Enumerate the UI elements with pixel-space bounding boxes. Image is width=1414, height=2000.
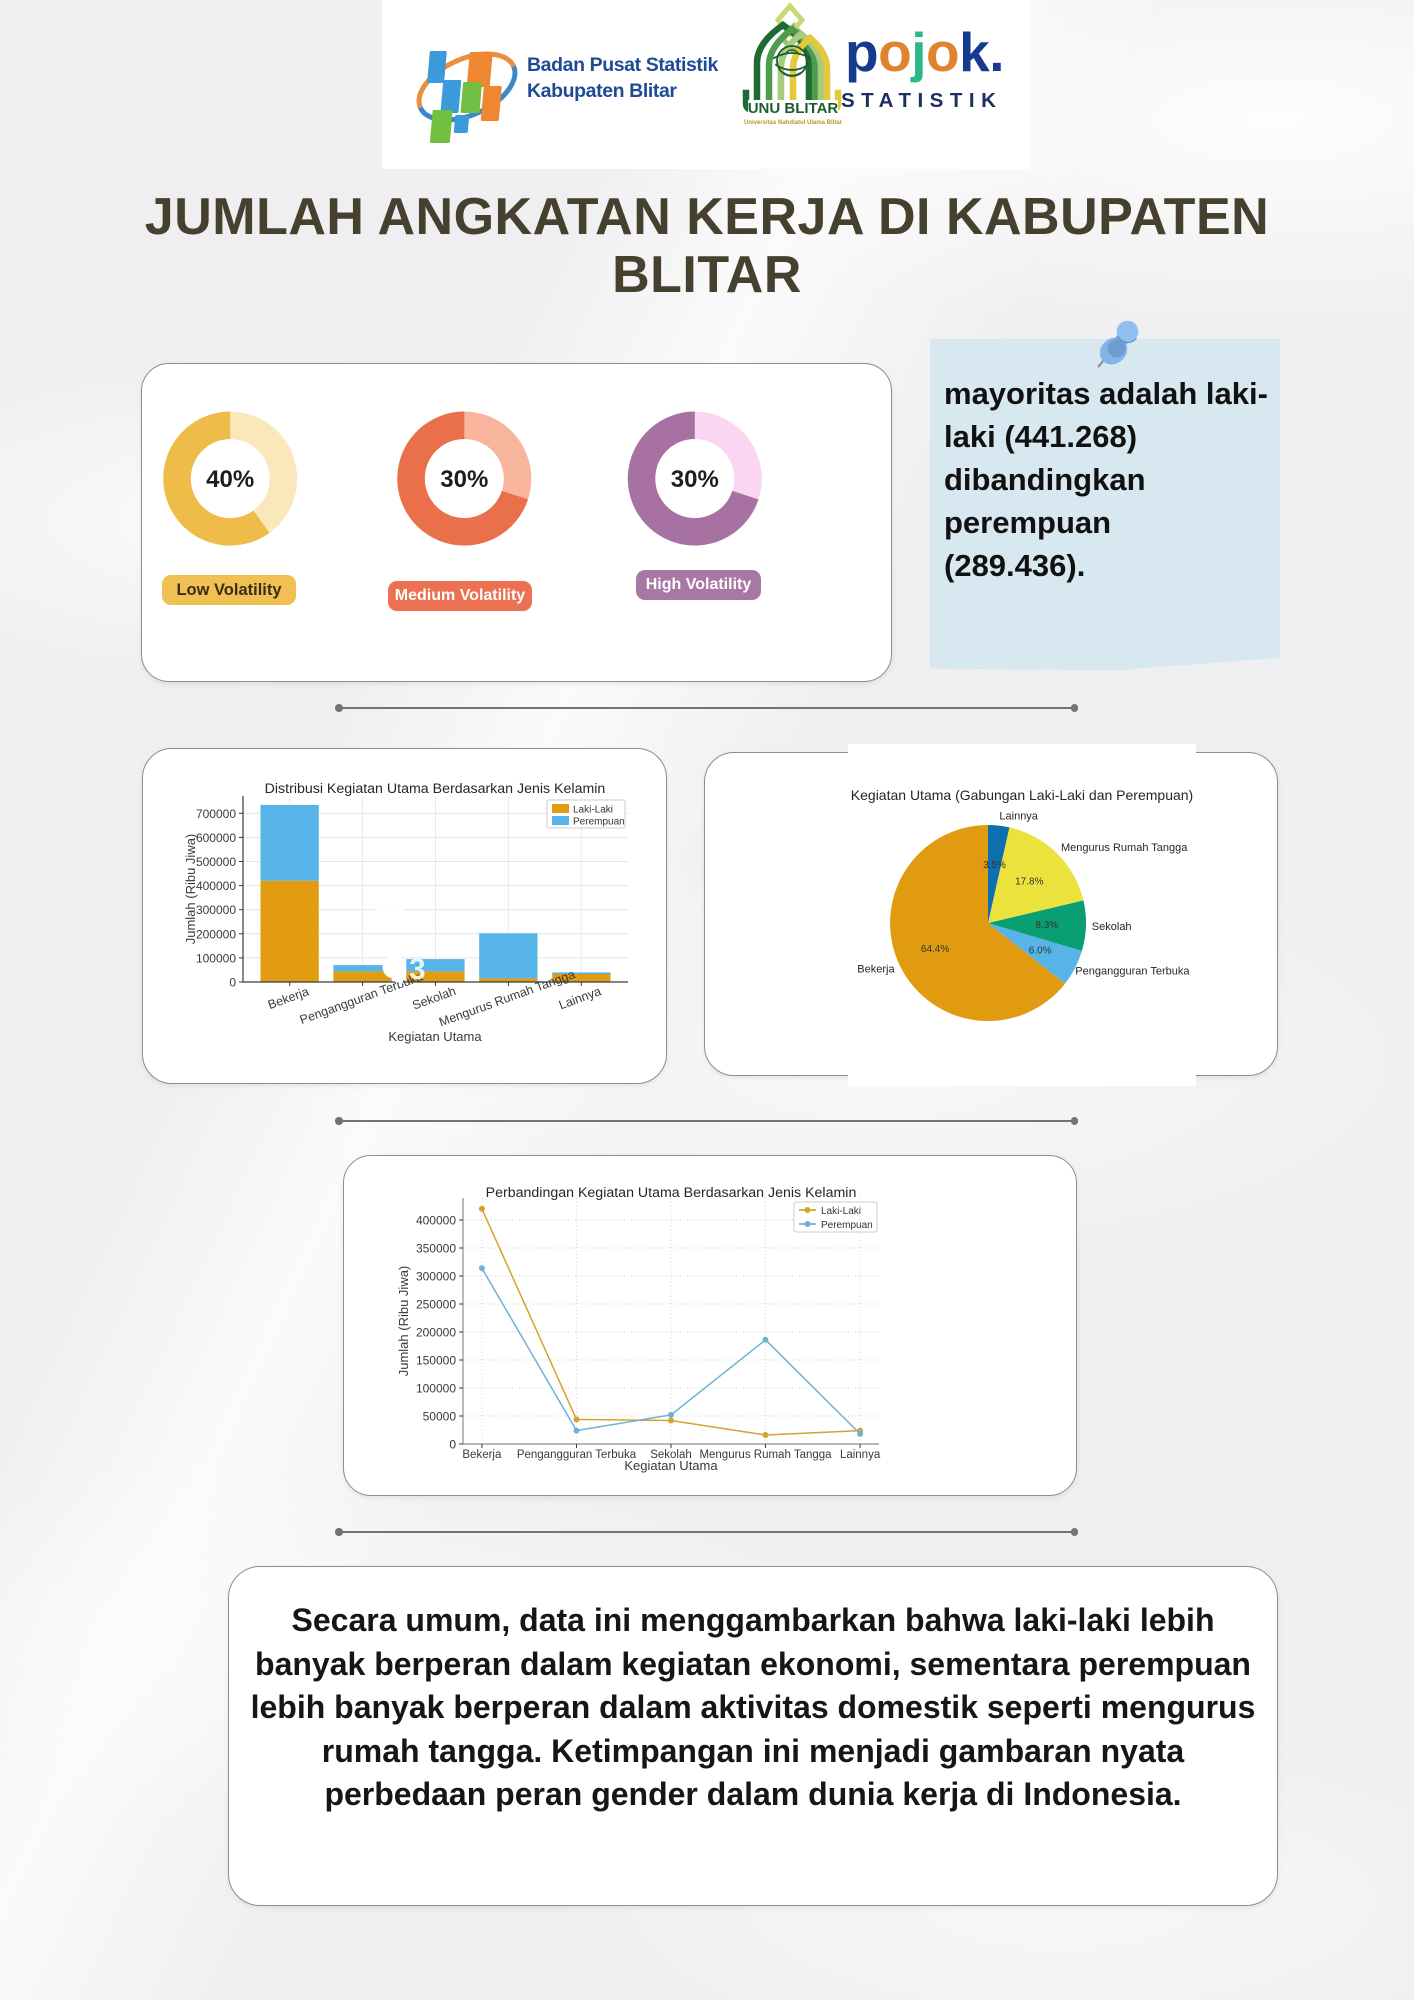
svg-text:Universitas Nahdlatul Ulama Bl: Universitas Nahdlatul Ulama Blitar [744, 120, 843, 126]
svg-text:Laki-Laki: Laki-Laki [573, 805, 613, 816]
svg-text:Laki-Laki: Laki-Laki [821, 1206, 861, 1217]
svg-text:50000: 50000 [423, 1410, 457, 1424]
svg-text:Mengurus Rumah Tangga: Mengurus Rumah Tangga [1061, 842, 1188, 854]
svg-text:Pengangguran Terbuka: Pengangguran Terbuka [517, 1449, 637, 1461]
svg-text:Lainnya: Lainnya [999, 811, 1038, 823]
svg-text:64.4%: 64.4% [921, 944, 949, 955]
svg-text:400000: 400000 [196, 879, 236, 893]
svg-text:40%: 40% [206, 466, 254, 493]
svg-text:Distribusi Kegiatan Utama Berd: Distribusi Kegiatan Utama Berdasarkan Je… [265, 781, 606, 797]
svg-text:Lainnya: Lainnya [840, 1449, 881, 1461]
svg-text:0: 0 [229, 976, 236, 990]
svg-text:Bekerja: Bekerja [857, 963, 895, 975]
svg-text:0: 0 [449, 1438, 456, 1452]
svg-text:700000: 700000 [196, 807, 236, 821]
svg-text:350000: 350000 [416, 1242, 456, 1256]
svg-text:600000: 600000 [196, 831, 236, 845]
svg-text:3.5%: 3.5% [983, 860, 1006, 871]
svg-text:200000: 200000 [196, 927, 236, 941]
svg-text:Perbandingan Kegiatan Utama Be: Perbandingan Kegiatan Utama Berdasarkan … [486, 1185, 857, 1201]
svg-text:250000: 250000 [416, 1298, 456, 1312]
svg-text:30%: 30% [440, 466, 488, 493]
svg-text:3: 3 [409, 953, 426, 986]
svg-text:300000: 300000 [196, 903, 236, 917]
svg-text:150000: 150000 [416, 1354, 456, 1368]
svg-text:Perempuan: Perempuan [573, 817, 625, 828]
svg-text:Sekolah: Sekolah [650, 1449, 692, 1461]
svg-text:Perempuan: Perempuan [821, 1220, 873, 1231]
svg-text:300000: 300000 [416, 1270, 456, 1284]
svg-text:Kegiatan Utama (Gabungan Laki-: Kegiatan Utama (Gabungan Laki-Laki dan P… [851, 787, 1193, 803]
svg-text:200000: 200000 [416, 1326, 456, 1340]
svg-text:Jumlah (Ribu Jiwa): Jumlah (Ribu Jiwa) [183, 834, 198, 945]
svg-text:17.8%: 17.8% [1015, 877, 1043, 888]
svg-text:8.3%: 8.3% [1035, 920, 1058, 931]
svg-text:Lainnya: Lainnya [557, 984, 603, 1012]
svg-text:400000: 400000 [416, 1214, 456, 1228]
svg-text:UNU BLITAR: UNU BLITAR [748, 100, 839, 117]
svg-text:100000: 100000 [416, 1382, 456, 1396]
svg-text:Sekolah: Sekolah [1092, 921, 1132, 933]
svg-text:Pengangguran Terbuka: Pengangguran Terbuka [1075, 966, 1190, 978]
svg-text:Sekolah: Sekolah [411, 984, 458, 1013]
svg-text:Kegiatan Utama: Kegiatan Utama [624, 1458, 718, 1473]
svg-text:30%: 30% [671, 466, 719, 493]
svg-text:Bekerja: Bekerja [462, 1449, 502, 1461]
svg-text:500000: 500000 [196, 855, 236, 869]
svg-text:6.0%: 6.0% [1029, 946, 1052, 957]
svg-text:Kegiatan Utama: Kegiatan Utama [388, 1029, 482, 1044]
svg-text:Jumlah (Ribu Jiwa): Jumlah (Ribu Jiwa) [396, 1266, 411, 1377]
svg-text:Bekerja: Bekerja [266, 984, 311, 1012]
svg-text:Mengurus Rumah Tangga: Mengurus Rumah Tangga [699, 1449, 832, 1461]
svg-text:100000: 100000 [196, 951, 236, 965]
